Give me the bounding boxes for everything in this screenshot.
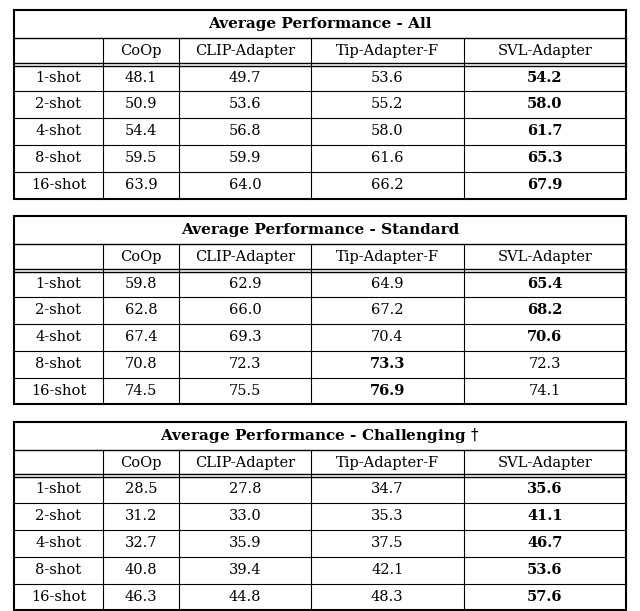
Text: SVL-Adapter: SVL-Adapter [497, 44, 592, 58]
Text: 76.9: 76.9 [370, 384, 405, 398]
Text: 74.5: 74.5 [125, 384, 157, 398]
Text: 2-shot: 2-shot [35, 304, 81, 317]
Text: 58.0: 58.0 [371, 125, 404, 138]
Text: 67.4: 67.4 [125, 331, 157, 344]
Text: SVL-Adapter: SVL-Adapter [497, 456, 592, 470]
Text: 65.4: 65.4 [527, 277, 563, 290]
Text: Tip-Adapter-F: Tip-Adapter-F [336, 44, 439, 58]
Text: 56.8: 56.8 [228, 125, 261, 138]
Text: 61.7: 61.7 [527, 125, 563, 138]
Text: 39.4: 39.4 [228, 563, 261, 577]
Text: 75.5: 75.5 [229, 384, 261, 398]
Text: 35.3: 35.3 [371, 510, 404, 523]
Text: 53.6: 53.6 [527, 563, 563, 577]
Text: 74.1: 74.1 [529, 384, 561, 398]
Text: 66.0: 66.0 [228, 304, 261, 317]
Text: 65.3: 65.3 [527, 152, 563, 165]
Text: 46.3: 46.3 [125, 590, 157, 604]
Text: 41.1: 41.1 [527, 510, 563, 523]
Text: 58.0: 58.0 [527, 98, 563, 111]
Text: Average Performance - All: Average Performance - All [208, 17, 432, 31]
Text: 61.6: 61.6 [371, 152, 404, 165]
Text: 28.5: 28.5 [125, 483, 157, 496]
Text: CoOp: CoOp [120, 250, 162, 264]
Text: 48.1: 48.1 [125, 71, 157, 84]
Text: Average Performance - Standard: Average Performance - Standard [181, 223, 459, 236]
Text: 67.2: 67.2 [371, 304, 404, 317]
Text: 70.6: 70.6 [527, 331, 563, 344]
Text: 64.9: 64.9 [371, 277, 404, 290]
Bar [14, 216, 626, 404]
Bar [14, 422, 626, 610]
Text: CoOp: CoOp [120, 456, 162, 470]
Text: 59.8: 59.8 [125, 277, 157, 290]
Text: 4-shot: 4-shot [35, 331, 81, 344]
Text: 8-shot: 8-shot [35, 152, 81, 165]
Text: 16-shot: 16-shot [31, 178, 86, 192]
Text: 33.0: 33.0 [228, 510, 261, 523]
Text: 35.9: 35.9 [228, 536, 261, 550]
Text: 54.4: 54.4 [125, 125, 157, 138]
Text: 59.5: 59.5 [125, 152, 157, 165]
Text: 57.6: 57.6 [527, 590, 563, 604]
Bar [14, 10, 626, 199]
Text: 1-shot: 1-shot [35, 277, 81, 290]
Text: 8-shot: 8-shot [35, 563, 81, 577]
Text: 49.7: 49.7 [229, 71, 261, 84]
Text: 1-shot: 1-shot [35, 71, 81, 84]
Text: 40.8: 40.8 [125, 563, 157, 577]
Text: 50.9: 50.9 [125, 98, 157, 111]
Text: 72.3: 72.3 [228, 357, 261, 371]
Text: 64.0: 64.0 [228, 178, 261, 192]
Text: Average Performance - Challenging $\dagger$: Average Performance - Challenging $\dagg… [161, 426, 479, 445]
Text: 69.3: 69.3 [228, 331, 261, 344]
Text: 44.8: 44.8 [228, 590, 261, 604]
Text: 34.7: 34.7 [371, 483, 404, 496]
Text: CoOp: CoOp [120, 44, 162, 58]
Text: SVL-Adapter: SVL-Adapter [497, 250, 592, 264]
Text: Tip-Adapter-F: Tip-Adapter-F [336, 456, 439, 470]
Text: CLIP-Adapter: CLIP-Adapter [195, 250, 295, 264]
Text: 46.7: 46.7 [527, 536, 563, 550]
Text: 62.9: 62.9 [228, 277, 261, 290]
Text: 2-shot: 2-shot [35, 98, 81, 111]
Text: 72.3: 72.3 [529, 357, 561, 371]
Text: 53.6: 53.6 [228, 98, 261, 111]
Text: 4-shot: 4-shot [35, 536, 81, 550]
Text: CLIP-Adapter: CLIP-Adapter [195, 44, 295, 58]
Text: 67.9: 67.9 [527, 178, 563, 192]
Text: 42.1: 42.1 [371, 563, 403, 577]
Text: 70.4: 70.4 [371, 331, 404, 344]
Text: 8-shot: 8-shot [35, 357, 81, 371]
Text: 2-shot: 2-shot [35, 510, 81, 523]
Text: 73.3: 73.3 [370, 357, 405, 371]
Text: 16-shot: 16-shot [31, 384, 86, 398]
Text: 27.8: 27.8 [228, 483, 261, 496]
Text: 48.3: 48.3 [371, 590, 404, 604]
Text: 66.2: 66.2 [371, 178, 404, 192]
Text: 4-shot: 4-shot [35, 125, 81, 138]
Text: 32.7: 32.7 [125, 536, 157, 550]
Text: 53.6: 53.6 [371, 71, 404, 84]
Text: 59.9: 59.9 [229, 152, 261, 165]
Text: 70.8: 70.8 [125, 357, 157, 371]
Text: 37.5: 37.5 [371, 536, 404, 550]
Text: 68.2: 68.2 [527, 304, 563, 317]
Text: 35.6: 35.6 [527, 483, 563, 496]
Text: 31.2: 31.2 [125, 510, 157, 523]
Text: 62.8: 62.8 [125, 304, 157, 317]
Text: 55.2: 55.2 [371, 98, 403, 111]
Text: 54.2: 54.2 [527, 71, 563, 84]
Text: Tip-Adapter-F: Tip-Adapter-F [336, 250, 439, 264]
Text: 16-shot: 16-shot [31, 590, 86, 604]
Text: 1-shot: 1-shot [35, 483, 81, 496]
Text: CLIP-Adapter: CLIP-Adapter [195, 456, 295, 470]
Text: 63.9: 63.9 [125, 178, 157, 192]
